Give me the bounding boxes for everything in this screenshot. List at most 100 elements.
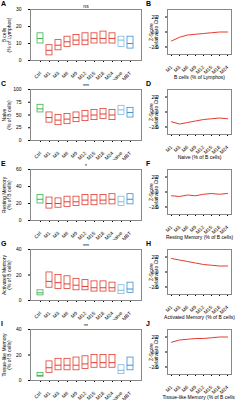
svg-text:M6: M6 xyxy=(180,63,190,74)
svg-text:Ctrl: Ctrl xyxy=(32,389,43,400)
svg-text:***: *** xyxy=(83,243,89,249)
html-text:A: A xyxy=(1,0,7,7)
svg-text:50: 50 xyxy=(16,112,22,118)
svg-text:Z-Score(relative to Ctrl): Z-Score(relative to Ctrl) xyxy=(148,175,159,210)
svg-text:10: 10 xyxy=(16,40,22,46)
svg-text:M1: M1 xyxy=(164,63,174,74)
svg-text:40: 40 xyxy=(16,246,22,252)
svg-text:0: 0 xyxy=(19,297,22,303)
svg-text:Activated Memory(% of B cells): Activated Memory(% of B cells) xyxy=(1,254,12,295)
svg-text:60: 60 xyxy=(16,166,22,172)
svg-text:M9: M9 xyxy=(69,69,79,80)
svg-text:M24: M24 xyxy=(218,303,230,316)
svg-text:0: 0 xyxy=(19,57,22,63)
svg-text:M3: M3 xyxy=(51,310,60,319)
svg-text:Ctrl: Ctrl xyxy=(32,69,43,80)
svg-text:M6: M6 xyxy=(180,143,190,154)
svg-text:M3: M3 xyxy=(172,383,182,394)
svg-text:M3: M3 xyxy=(51,390,60,399)
svg-text:M3: M3 xyxy=(51,150,60,159)
svg-text:M3: M3 xyxy=(172,143,182,154)
svg-text:20: 20 xyxy=(16,352,22,358)
svg-text:Z-Score(relative to Ctrl): Z-Score(relative to Ctrl) xyxy=(148,95,159,130)
svg-text:M6: M6 xyxy=(60,70,69,79)
svg-text:Ctrl: Ctrl xyxy=(32,229,43,240)
svg-text:Activated Memory (% of B cells: Activated Memory (% of B cells) xyxy=(164,314,235,320)
svg-text:75: 75 xyxy=(16,99,22,105)
svg-text:100: 100 xyxy=(13,86,22,92)
svg-text:M3: M3 xyxy=(51,230,60,239)
svg-text:M24: M24 xyxy=(218,143,230,156)
svg-text:M9: M9 xyxy=(188,383,198,394)
svg-text:40: 40 xyxy=(16,183,22,189)
svg-text:20: 20 xyxy=(16,23,22,29)
svg-text:Ctrl: Ctrl xyxy=(32,149,43,160)
svg-text:M9: M9 xyxy=(69,229,79,240)
svg-text:M6: M6 xyxy=(180,303,190,314)
svg-text:M24: M24 xyxy=(218,63,230,76)
svg-text:M9: M9 xyxy=(188,303,198,314)
svg-text:M3: M3 xyxy=(51,70,60,79)
svg-text:M6: M6 xyxy=(60,310,69,319)
svg-text:M9: M9 xyxy=(69,389,79,400)
svg-text:M1: M1 xyxy=(164,383,174,394)
svg-text:Z-Score(relative to Ctrl): Z-Score(relative to Ctrl) xyxy=(148,15,159,50)
svg-text:M9: M9 xyxy=(69,149,79,160)
svg-text:B cells(% of Lymphos): B cells(% of Lymphos) xyxy=(1,17,12,52)
svg-text:B cells (% of Lymphos): B cells (% of Lymphos) xyxy=(174,74,225,80)
svg-text:M9: M9 xyxy=(188,223,198,234)
svg-text:M3: M3 xyxy=(172,223,182,234)
svg-text:Tissue-like Memory (% of B cel: Tissue-like Memory (% of B cells) xyxy=(163,394,235,400)
svg-text:M24: M24 xyxy=(218,223,230,236)
svg-text:Resting Memory (% of B cells): Resting Memory (% of B cells) xyxy=(166,234,234,240)
svg-text:0: 0 xyxy=(19,377,22,383)
svg-text:M9: M9 xyxy=(188,63,198,74)
svg-text:CH-MBT: CH-MBT xyxy=(114,150,132,160)
svg-text:M6: M6 xyxy=(60,390,69,399)
svg-text:M3: M3 xyxy=(172,303,182,314)
svg-text:20: 20 xyxy=(16,200,22,206)
svg-text:Z-Score(relative to Ctrl): Z-Score(relative to Ctrl) xyxy=(148,255,159,290)
svg-text:M6: M6 xyxy=(180,223,190,234)
svg-text:40: 40 xyxy=(16,326,22,332)
svg-text:20: 20 xyxy=(16,272,22,278)
svg-text:M6: M6 xyxy=(60,150,69,159)
svg-text:M1: M1 xyxy=(42,70,51,79)
svg-text:30: 30 xyxy=(16,6,22,12)
svg-text:M1: M1 xyxy=(164,303,174,314)
svg-text:Tissue-like Memory(% of B cell: Tissue-like Memory(% of B cells) xyxy=(1,333,12,377)
svg-text:M24: M24 xyxy=(218,383,230,396)
html-text:C: C xyxy=(1,80,7,87)
svg-text:CH-MBT: CH-MBT xyxy=(114,230,132,240)
svg-text:Z-Score(relative to Ctrl): Z-Score(relative to Ctrl) xyxy=(148,335,159,370)
svg-text:Naive(% of B cells): Naive(% of B cells) xyxy=(1,100,12,130)
svg-text:M1: M1 xyxy=(42,310,51,319)
html-text:B: B xyxy=(146,0,152,7)
svg-text:M1: M1 xyxy=(42,230,51,239)
svg-text:CH-MBT: CH-MBT xyxy=(114,70,132,80)
svg-text:0: 0 xyxy=(19,137,22,143)
svg-text:***: *** xyxy=(83,83,89,89)
html-text:G: G xyxy=(1,240,7,247)
svg-text:M6: M6 xyxy=(180,383,190,394)
svg-text:25: 25 xyxy=(16,124,22,130)
svg-text:M1: M1 xyxy=(42,390,51,399)
html-text:H: H xyxy=(146,240,152,247)
html-text:D: D xyxy=(146,80,152,87)
svg-text:Naive (% of B cells): Naive (% of B cells) xyxy=(178,154,222,160)
svg-text:*: * xyxy=(85,163,87,169)
svg-text:M3: M3 xyxy=(172,63,182,74)
svg-text:M1: M1 xyxy=(164,143,174,154)
svg-text:Resting Memory(% of B cells): Resting Memory(% of B cells) xyxy=(1,176,12,213)
svg-text:CH-MBT: CH-MBT xyxy=(114,310,132,320)
svg-text:M9: M9 xyxy=(188,143,198,154)
svg-text:**: ** xyxy=(84,323,88,329)
svg-text:M1: M1 xyxy=(42,150,51,159)
svg-text:0: 0 xyxy=(19,217,22,223)
svg-text:ns: ns xyxy=(83,3,89,9)
svg-text:M9: M9 xyxy=(69,309,79,320)
svg-text:Ctrl: Ctrl xyxy=(32,309,43,320)
svg-text:M1: M1 xyxy=(164,223,174,234)
svg-text:CH-MBT: CH-MBT xyxy=(114,390,132,400)
svg-text:M6: M6 xyxy=(60,230,69,239)
